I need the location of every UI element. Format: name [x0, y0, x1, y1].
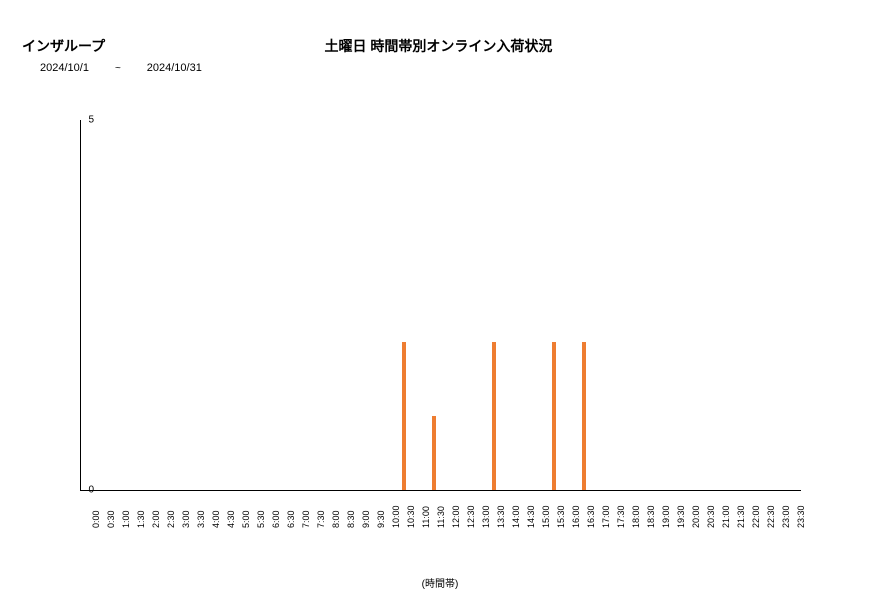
xtick-label: 21:30	[736, 505, 746, 528]
xtick-label: 23:00	[781, 505, 791, 528]
xtick-label: 6:00	[271, 510, 281, 528]
xaxis-title: (時間帯)	[60, 575, 820, 590]
bar	[492, 342, 496, 490]
xtick-label: 8:00	[331, 510, 341, 528]
xtick-label: 4:00	[211, 510, 221, 528]
xtick-label: 14:00	[511, 505, 521, 528]
xtick-label: 11:00	[421, 506, 431, 528]
date-separator: ~	[115, 63, 121, 74]
xtick-label: 1:00	[121, 510, 131, 528]
xtick-label: 0:30	[106, 510, 116, 528]
xtick-label: 7:00	[301, 510, 311, 528]
xtick-label: 7:30	[316, 510, 326, 528]
xtick-label: 12:30	[466, 505, 476, 528]
xtick-label: 1:30	[136, 510, 146, 528]
chart: (時間帯) 050:000:301:001:302:002:303:003:30…	[60, 110, 820, 540]
xtick-label: 19:00	[661, 505, 671, 528]
xtick-label: 9:30	[376, 510, 386, 528]
plot-area	[80, 120, 801, 491]
xtick-label: 13:30	[496, 505, 506, 528]
xtick-label: 3:00	[181, 510, 191, 528]
xtick-label: 13:00	[481, 505, 491, 528]
xtick-label: 2:30	[166, 510, 176, 528]
ytick-label: 0	[88, 485, 94, 496]
xtick-label: 10:00	[391, 505, 401, 528]
xtick-label: 6:30	[286, 510, 296, 528]
bar	[552, 342, 556, 490]
bar	[432, 416, 436, 490]
xtick-label: 8:30	[346, 510, 356, 528]
date-range: 2024/10/1 ~ 2024/10/31	[40, 62, 202, 74]
xtick-label: 22:00	[751, 505, 761, 528]
xtick-label: 9:00	[361, 510, 371, 528]
xtick-label: 22:30	[766, 505, 776, 528]
xtick-label: 21:00	[721, 505, 731, 528]
bar	[582, 342, 586, 490]
date-to: 2024/10/31	[147, 62, 202, 74]
header: インザループ 土曜日 時間帯別オンライン入荷状況 2024/10/1 ~ 202…	[0, 0, 877, 78]
date-from: 2024/10/1	[40, 62, 89, 74]
xtick-label: 14:30	[526, 505, 536, 528]
xtick-label: 23:30	[796, 505, 806, 528]
xtick-label: 17:00	[601, 505, 611, 528]
xtick-label: 15:30	[556, 505, 566, 528]
xtick-label: 20:00	[691, 505, 701, 528]
xtick-label: 5:30	[256, 510, 266, 528]
xtick-label: 5:00	[241, 510, 251, 528]
bar	[402, 342, 406, 490]
xtick-label: 16:00	[571, 505, 581, 528]
xtick-label: 11:30	[436, 506, 446, 528]
xtick-label: 18:00	[631, 505, 641, 528]
xtick-label: 17:30	[616, 505, 626, 528]
xtick-label: 4:30	[226, 510, 236, 528]
xtick-label: 15:00	[541, 505, 551, 528]
xtick-label: 20:30	[706, 505, 716, 528]
chart-title: 土曜日 時間帯別オンライン入荷状況	[0, 36, 877, 56]
xtick-label: 2:00	[151, 510, 161, 528]
ytick-label: 5	[88, 115, 94, 126]
xtick-label: 16:30	[586, 505, 596, 528]
xtick-label: 3:30	[196, 510, 206, 528]
xtick-label: 18:30	[646, 505, 656, 528]
xtick-label: 0:00	[91, 510, 101, 528]
xtick-label: 19:30	[676, 505, 686, 528]
xtick-label: 12:00	[451, 505, 461, 528]
xtick-label: 10:30	[406, 505, 416, 528]
